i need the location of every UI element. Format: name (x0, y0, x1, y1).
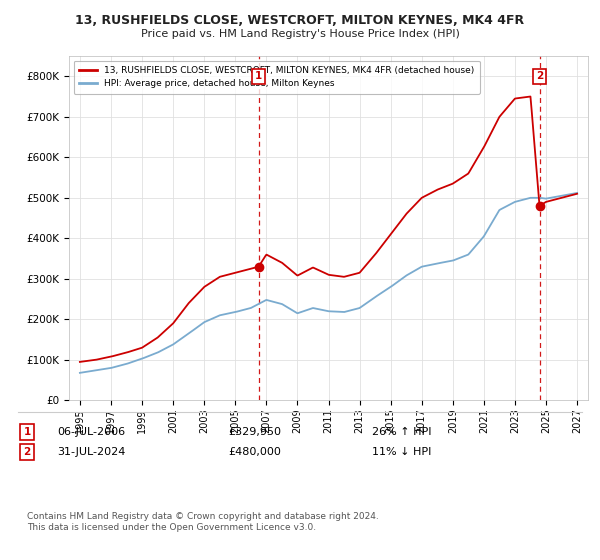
Text: 26% ↑ HPI: 26% ↑ HPI (372, 427, 431, 437)
Text: 1: 1 (255, 71, 262, 81)
Text: 13, RUSHFIELDS CLOSE, WESTCROFT, MILTON KEYNES, MK4 4FR: 13, RUSHFIELDS CLOSE, WESTCROFT, MILTON … (76, 14, 524, 27)
Text: Price paid vs. HM Land Registry's House Price Index (HPI): Price paid vs. HM Land Registry's House … (140, 29, 460, 39)
Text: 06-JUL-2006: 06-JUL-2006 (57, 427, 125, 437)
Text: £480,000: £480,000 (228, 447, 281, 457)
Text: 11% ↓ HPI: 11% ↓ HPI (372, 447, 431, 457)
Text: £329,950: £329,950 (228, 427, 281, 437)
Text: Contains HM Land Registry data © Crown copyright and database right 2024.
This d: Contains HM Land Registry data © Crown c… (27, 512, 379, 532)
Text: 2: 2 (23, 447, 31, 457)
Legend: 13, RUSHFIELDS CLOSE, WESTCROFT, MILTON KEYNES, MK4 4FR (detached house), HPI: A: 13, RUSHFIELDS CLOSE, WESTCROFT, MILTON … (74, 60, 480, 94)
Text: 31-JUL-2024: 31-JUL-2024 (57, 447, 125, 457)
Text: 2: 2 (536, 71, 543, 81)
Text: 1: 1 (23, 427, 31, 437)
